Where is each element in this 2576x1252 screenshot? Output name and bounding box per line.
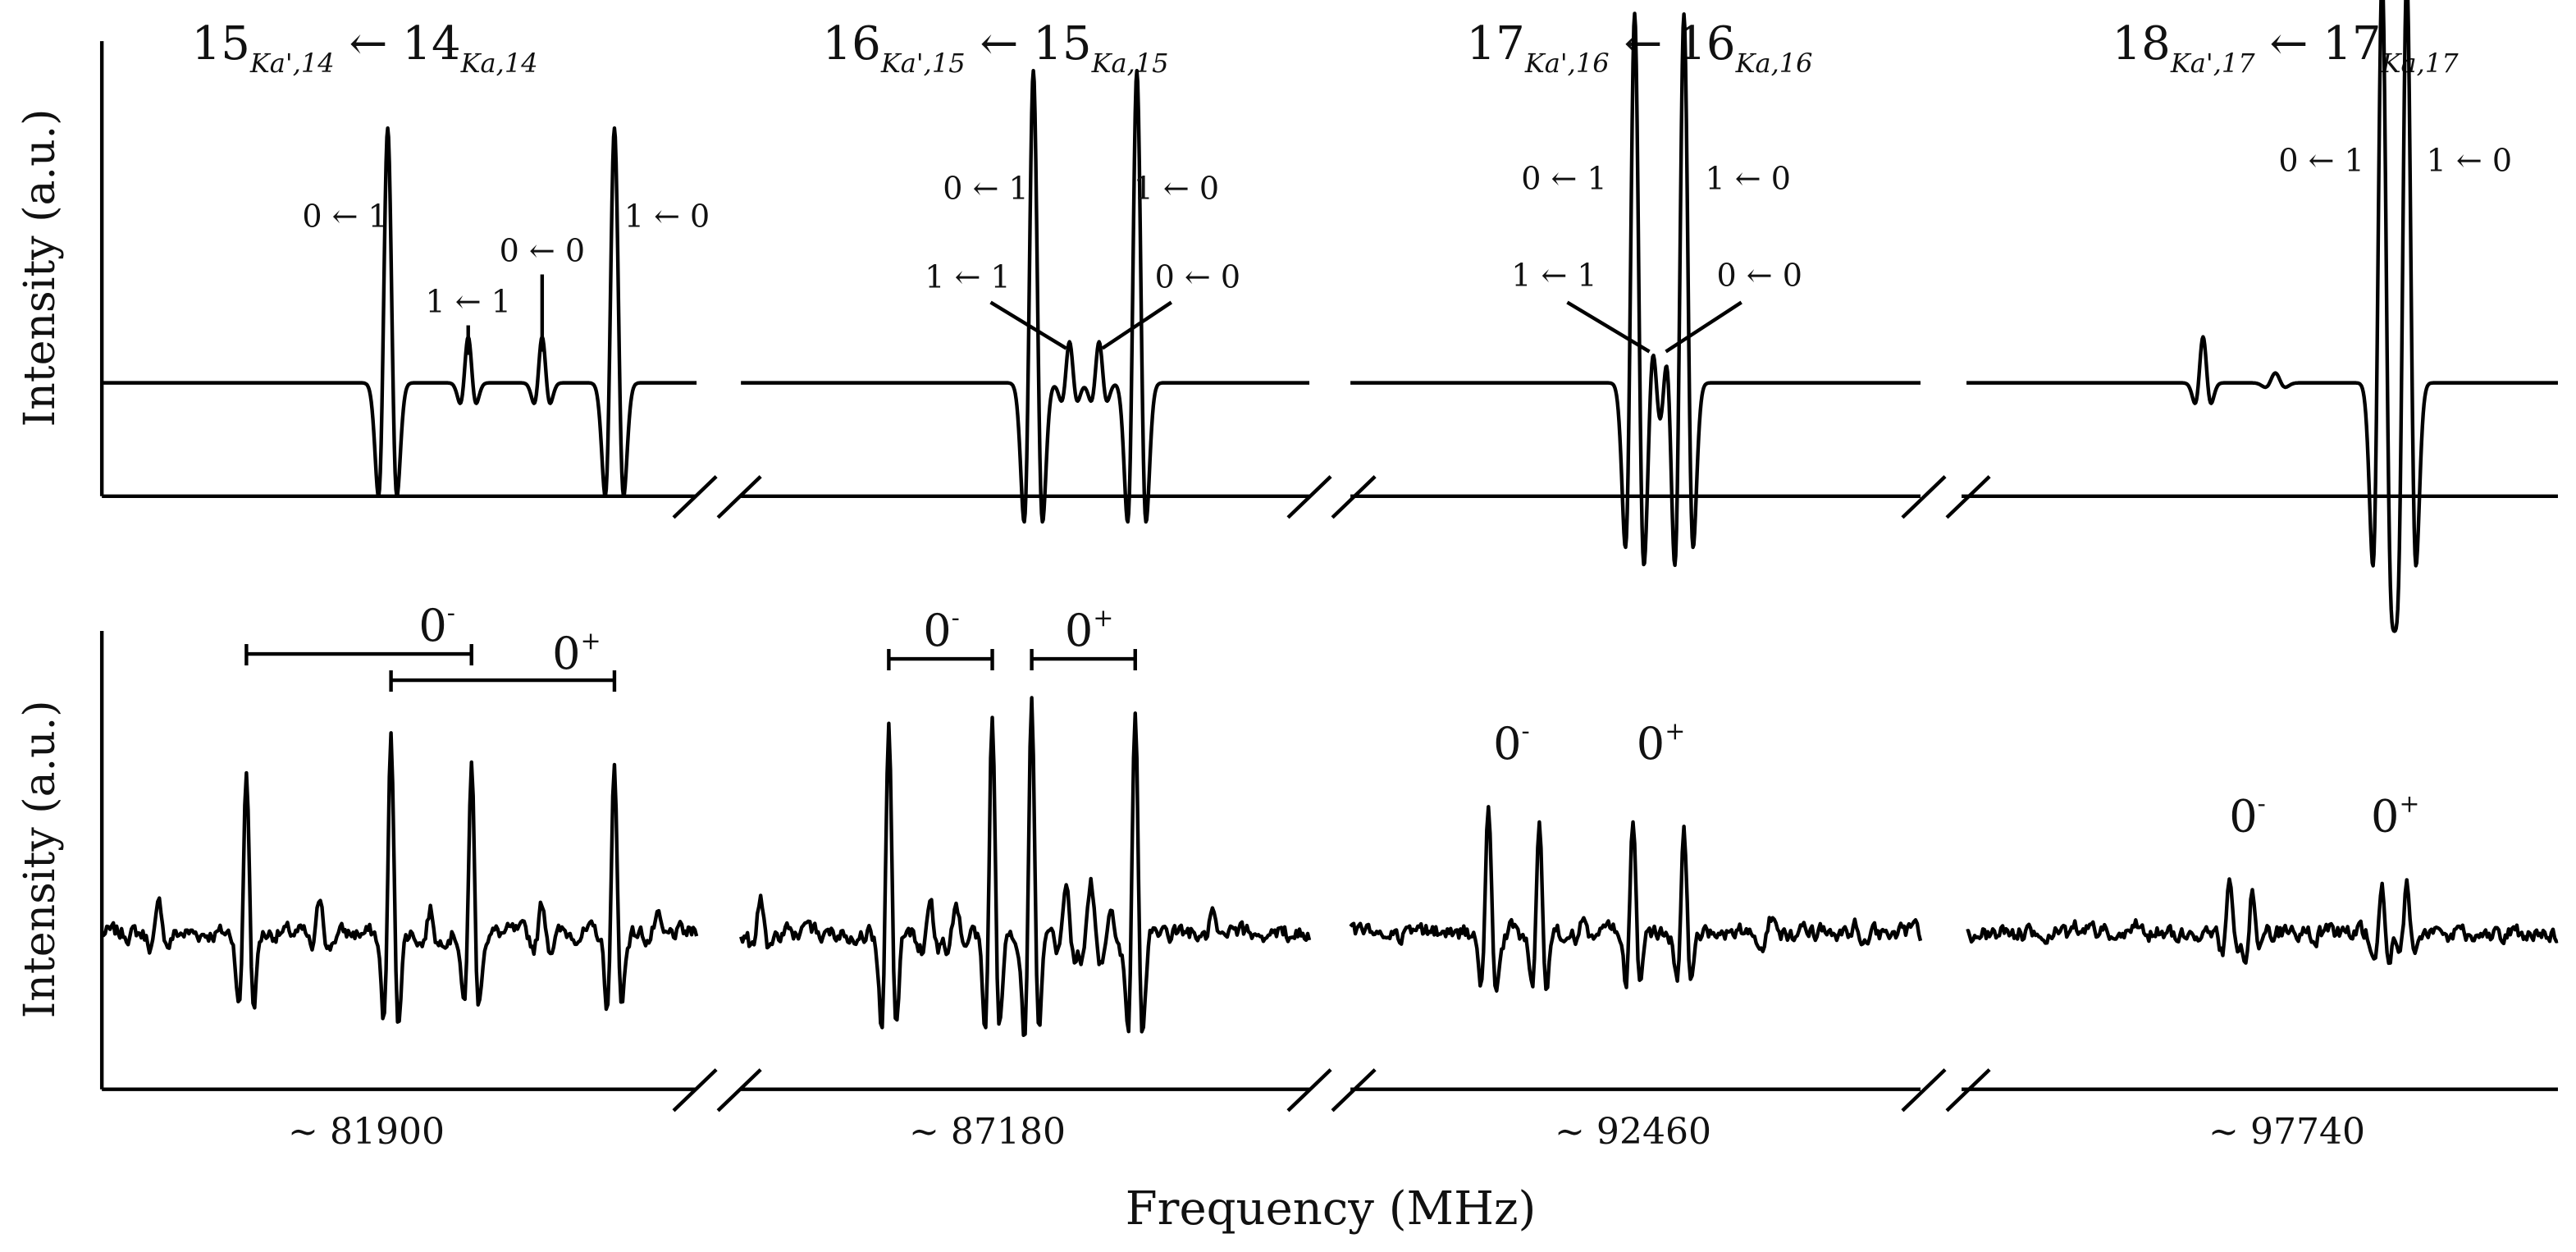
doublet-bracket-plus	[389, 670, 617, 692]
panel-title: 15Ka',14 ← 14Ka,14	[192, 17, 538, 79]
doublet-bracket-plus	[1030, 649, 1137, 671]
x-tick-label: ~ 92460	[1555, 1111, 1711, 1153]
sim-trace	[1965, 0, 2560, 633]
doublet-label: 0-	[418, 599, 455, 651]
peak-label: 1 ← 0	[2427, 142, 2512, 178]
peak-label: 1 ← 0	[624, 198, 710, 234]
x-tick-label: ~ 81900	[288, 1111, 445, 1153]
panel-title: 17Ka',16 ← 16Ka,16	[1467, 17, 1813, 79]
peak-label: 0 ← 1	[943, 170, 1028, 206]
peak-label: 1 ← 1	[925, 258, 1010, 295]
peak-label: 1 ← 1	[426, 284, 511, 320]
leader-line	[1665, 300, 1742, 354]
x-tick-label: ~ 97740	[2208, 1111, 2365, 1153]
doublet-label: 0-	[1493, 717, 1530, 770]
peak-label: 0 ← 0	[1155, 258, 1240, 295]
obs-trace	[1966, 877, 2559, 966]
top-axis-breaks	[672, 475, 1991, 519]
peak-label: 0 ← 1	[2278, 142, 2364, 178]
obs-trace	[739, 696, 1312, 1038]
top-ylabel: Intensity (a.u.)	[16, 109, 65, 427]
leader-line	[1101, 300, 1173, 350]
bottom-traces	[100, 696, 2559, 1038]
doublet-label: 0-	[2229, 789, 2266, 842]
bottom-doublet-labels: 0- 0+ 0- 0+ 0- 0+ 0- 0+	[244, 599, 2420, 842]
doublet-bracket-minus	[244, 644, 473, 666]
peak-label: 0 ← 1	[1521, 160, 1606, 196]
doublet-label: 0+	[2371, 789, 2420, 842]
doublet-label: 0-	[923, 604, 960, 656]
panel-title: 18Ka',17 ← 17Ka,17	[2112, 17, 2460, 79]
top-peak-labels: 0 ← 1 1 ← 1 0 ← 0 1 ← 0 0 ← 1 1 ← 1 0 ← …	[302, 142, 2512, 355]
sim-trace	[739, 68, 1311, 524]
peak-label: 1 ← 0	[1134, 170, 1219, 206]
sim-trace	[100, 126, 698, 499]
top-titles: 15Ka',14 ← 14Ka,14 16Ka',15 ← 15Ka,15 17…	[192, 17, 2460, 79]
peak-label: 0 ← 1	[302, 198, 387, 234]
doublet-label: 0+	[1637, 717, 1686, 770]
x-tick-label: ~ 87180	[909, 1111, 1066, 1153]
peak-label: 1 ← 1	[1511, 257, 1596, 293]
leader-line	[1566, 300, 1651, 354]
x-tick-labels: ~ 81900 ~ 87180 ~ 92460 ~ 97740	[288, 1111, 2365, 1153]
sim-trace	[1349, 11, 1922, 568]
panel-title: 16Ka',15 ← 15Ka,15	[823, 17, 1169, 79]
peak-label: 1 ← 0	[1705, 160, 1790, 196]
bottom-ylabel: Intensity (a.u.)	[16, 700, 65, 1018]
bottom-axis-breaks	[672, 1068, 1991, 1113]
top-traces	[100, 0, 2560, 633]
top-axes	[99, 41, 2558, 519]
bottom-axes	[99, 631, 2558, 1113]
doublet-label: 0+	[552, 627, 601, 679]
obs-trace	[100, 731, 699, 1024]
leader-line	[989, 300, 1067, 350]
peak-label: 0 ← 0	[500, 232, 585, 268]
doublet-bracket-minus	[887, 649, 994, 671]
doublet-label: 0+	[1065, 604, 1114, 656]
x-axis-label: Frequency (MHz)	[1126, 1182, 1537, 1236]
obs-trace	[1349, 805, 1923, 993]
peak-label: 0 ← 0	[1717, 257, 1802, 293]
